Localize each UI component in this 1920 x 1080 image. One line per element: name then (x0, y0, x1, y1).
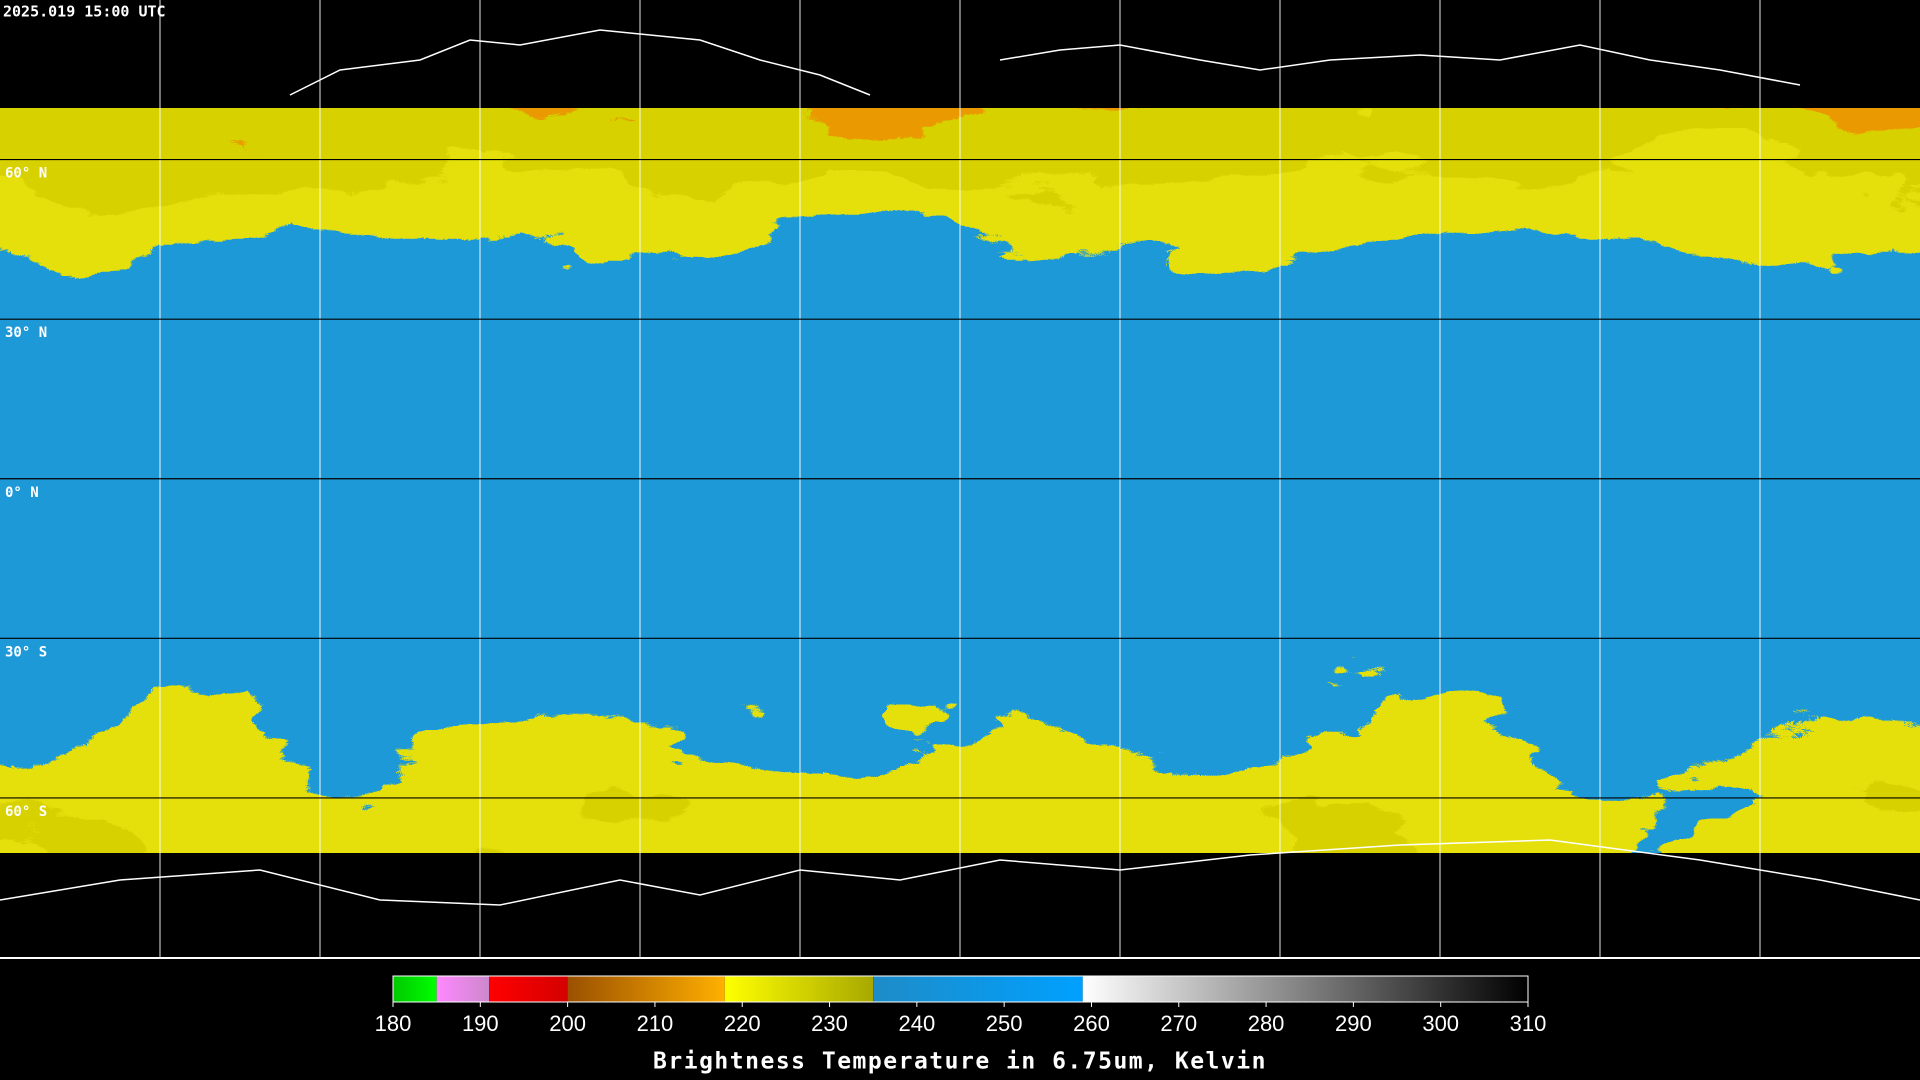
colorbar-tick-label: 290 (1335, 1011, 1372, 1036)
latitude-label: 30° S (5, 644, 47, 660)
colorbar-frame (392, 975, 1529, 1003)
colorbar-title: Brightness Temperature in 6.75um, Kelvin (653, 1049, 1267, 1075)
colorbar-segment (567, 976, 725, 1002)
timestamp: 2025.019 15:00 UTC (3, 3, 166, 21)
colorbar-segment (489, 976, 568, 1002)
colorbar-tick-label: 190 (462, 1011, 499, 1036)
colorbar-segment (873, 976, 1083, 1002)
latitude-label: 0° N (5, 485, 39, 501)
colorbar-tick-label: 270 (1160, 1011, 1197, 1036)
colorbar-tick-label: 260 (1073, 1011, 1110, 1036)
colorbar-tick-label: 200 (549, 1011, 586, 1036)
coastline (289, 29, 871, 96)
colorbar-tick-label: 180 (375, 1011, 412, 1036)
colorbar-segment (724, 976, 874, 1002)
latitude-label: 60° S (5, 804, 47, 820)
map-border (0, 957, 1920, 959)
colorbar-segment (393, 976, 437, 1002)
colorbar-tick-label: 280 (1248, 1011, 1285, 1036)
colorbar-tick-label: 300 (1422, 1011, 1459, 1036)
colorbar-segment (436, 976, 490, 1002)
latitude-label: 30° N (5, 325, 47, 341)
colorbar-tick-label: 220 (724, 1011, 761, 1036)
colorbar-tick-label: 240 (898, 1011, 935, 1036)
colorbar-tick-label: 250 (986, 1011, 1023, 1036)
colorbar-tick-label: 230 (811, 1011, 848, 1036)
coastline (999, 44, 1801, 86)
colorbar-tick-label: 310 (1510, 1011, 1547, 1036)
colorbar-segment (1082, 976, 1528, 1002)
latitude-label: 60° N (5, 166, 47, 182)
colorbar-tick-label: 210 (637, 1011, 674, 1036)
